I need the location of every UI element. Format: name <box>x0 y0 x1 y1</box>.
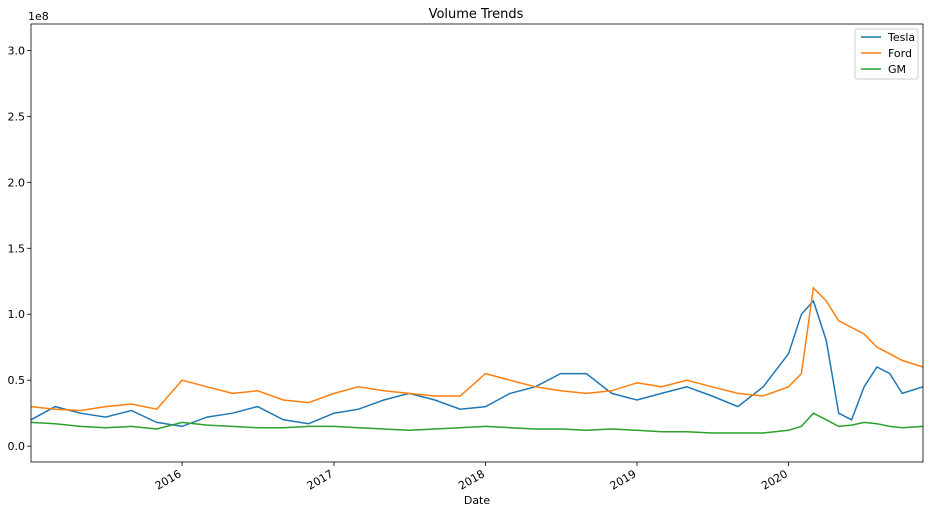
x-tick-label: 2020 <box>759 467 790 492</box>
x-tick-label: 2017 <box>305 467 336 492</box>
y-axis: 0.0 0.5 1.0 1.5 2.0 2.5 3.0 <box>8 44 31 453</box>
y-tick-label: 0.5 <box>8 374 26 387</box>
plot-frame <box>30 23 924 463</box>
chart-title: Volume Trends <box>429 7 524 22</box>
legend: Tesla Ford GM <box>854 28 919 80</box>
x-axis-label: Date <box>464 494 491 507</box>
series-lines <box>30 286 924 434</box>
legend-frame <box>854 28 919 80</box>
y-tick-label: 2.0 <box>8 176 26 189</box>
x-tick-label: 2018 <box>456 467 487 492</box>
x-axis: 2016 2017 2018 2019 2020 <box>153 462 790 493</box>
legend-entry: Ford <box>888 47 912 60</box>
x-tick-label: 2019 <box>608 467 639 492</box>
y-offset-label: 1e8 <box>28 10 49 23</box>
series-line-gm <box>30 412 924 434</box>
y-tick-label: 3.0 <box>8 44 26 57</box>
series-line-ford <box>30 286 924 412</box>
series-line-tesla <box>30 299 924 428</box>
y-tick-label: 1.0 <box>8 308 26 321</box>
x-tick-label: 2016 <box>153 467 184 492</box>
legend-entry: Tesla <box>887 31 915 44</box>
y-tick-label: 1.5 <box>8 242 26 255</box>
y-tick-label: 2.5 <box>8 110 26 123</box>
plot-area <box>30 23 924 463</box>
legend-entry: GM <box>888 63 906 76</box>
y-tick-label: 0.0 <box>8 440 26 453</box>
